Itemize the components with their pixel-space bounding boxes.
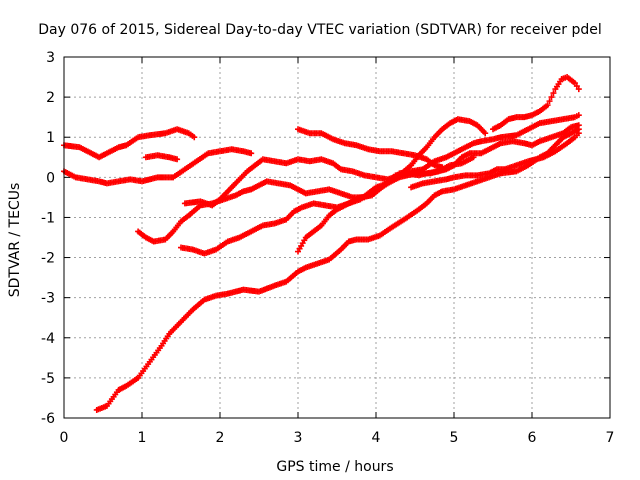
data-point xyxy=(191,134,198,141)
y-tick-label: 3 xyxy=(46,50,55,66)
y-axis: -6 -5 -4 -3 -2 -1 0 1 2 3 xyxy=(41,50,610,427)
y-tick-label: -5 xyxy=(41,371,55,387)
y-tick-label: -4 xyxy=(41,331,55,347)
data-point xyxy=(174,156,181,163)
data-point xyxy=(544,102,551,109)
y-axis-label: SDTVAR / TECUs xyxy=(7,183,23,298)
series-track-2 xyxy=(142,152,181,163)
data-point xyxy=(546,98,553,105)
series-track-9 xyxy=(295,154,477,255)
data-series xyxy=(61,74,582,413)
series-track-8 xyxy=(295,126,446,171)
data-point xyxy=(248,150,255,157)
y-tick-label: 1 xyxy=(46,130,55,146)
plot-frame xyxy=(63,56,611,419)
x-tick-label: 0 xyxy=(60,430,69,446)
series-track-11 xyxy=(490,74,582,133)
x-axis: 0 1 2 3 4 5 6 7 xyxy=(60,57,615,446)
data-point xyxy=(575,86,582,93)
data-point xyxy=(548,94,555,101)
data-point xyxy=(575,122,582,129)
data-point xyxy=(575,112,582,119)
y-tick-label: -6 xyxy=(41,411,55,427)
y-tick-label: -3 xyxy=(41,291,55,307)
series-track-10 xyxy=(408,130,582,191)
series-track-4 xyxy=(93,126,582,413)
data-point xyxy=(575,130,582,137)
data-point xyxy=(470,154,477,161)
x-tick-label: 5 xyxy=(450,430,459,446)
x-tick-label: 1 xyxy=(138,430,147,446)
y-tick-label: -1 xyxy=(41,210,55,226)
x-tick-label: 4 xyxy=(372,430,381,446)
data-point xyxy=(571,80,578,87)
x-tick-label: 3 xyxy=(294,430,303,446)
data-point xyxy=(482,130,489,137)
x-tick-label: 7 xyxy=(606,430,615,446)
y-tick-label: 0 xyxy=(46,170,55,186)
x-axis-label: GPS time / hours xyxy=(276,459,393,475)
x-tick-label: 6 xyxy=(528,430,537,446)
series-track-1 xyxy=(61,126,198,161)
y-tick-label: -2 xyxy=(41,251,55,267)
data-point xyxy=(550,90,557,97)
series-track-3 xyxy=(61,146,255,187)
chart-title: Day 076 of 2015, Sidereal Day-to-day VTE… xyxy=(38,22,602,38)
data-point xyxy=(573,83,580,90)
series-track-5 xyxy=(135,112,582,245)
series-track-7 xyxy=(181,116,489,209)
x-tick-label: 2 xyxy=(216,430,225,446)
y-tick-label: 2 xyxy=(46,90,55,106)
